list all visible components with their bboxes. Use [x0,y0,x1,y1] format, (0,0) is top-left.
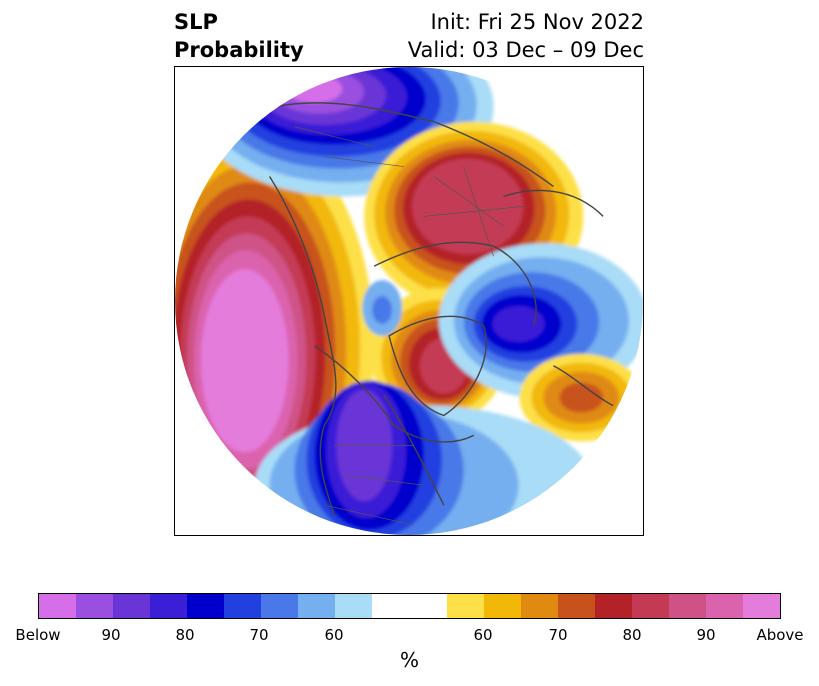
colorbar-segment [668,594,706,618]
colorbar-tick-label: 70 [548,626,568,644]
colorbar-ticks: Below 90 80 70 60 60 70 80 90 Above [0,626,819,646]
colorbar-tick-label: 80 [175,626,195,644]
map-panel [174,66,644,536]
init-date: Init: Fri 25 Nov 2022 [430,10,644,34]
polar-map [175,67,643,535]
atlantic-below-anomaly [438,243,643,399]
colorbar-tick-label: Below [15,626,61,644]
colorbar-segment [39,594,77,618]
title-variable: SLP [174,10,218,34]
colorbar-segment [631,594,669,618]
colorbar-segment [150,594,188,618]
colorbar-segment [372,594,447,618]
colorbar-segment [483,594,521,618]
colorbar-tick-label: 60 [324,626,344,644]
coastlines [269,102,614,516]
probability-field [175,67,643,535]
colorbar-segment [705,594,743,618]
title-quantity: Probability [174,38,304,62]
colorbar-segment [557,594,595,618]
plot-title-right: Init: Fri 25 Nov 2022 Valid: 03 Dec – 09… [408,8,644,64]
colorbar-segment [446,594,484,618]
colorbar-segment [520,594,558,618]
colorbar-segment [187,594,225,618]
colorbar-segment [298,594,336,618]
colorbar-tick-label: 80 [622,626,642,644]
colorbar-segment [261,594,299,618]
colorbar-segment [594,594,632,618]
colorbar-tick-label: 90 [696,626,716,644]
colorbar-tick-label: 70 [249,626,269,644]
colorbar-unit-label: % [399,648,419,672]
colorbar-segment [224,594,262,618]
colorbar-segment [742,594,780,618]
colorbar-segment [76,594,114,618]
colorbar-segment [335,594,373,618]
plot-title-left: SLP Probability [174,8,304,64]
colorbar-tick-label: 60 [473,626,493,644]
colorbar-tick-label: 90 [101,626,121,644]
valid-range: Valid: 03 Dec – 09 Dec [407,38,644,62]
colorbar [38,593,781,619]
colorbar-tick-label: Above [756,626,804,644]
colorbar-segment [113,594,151,618]
borders [294,126,524,526]
